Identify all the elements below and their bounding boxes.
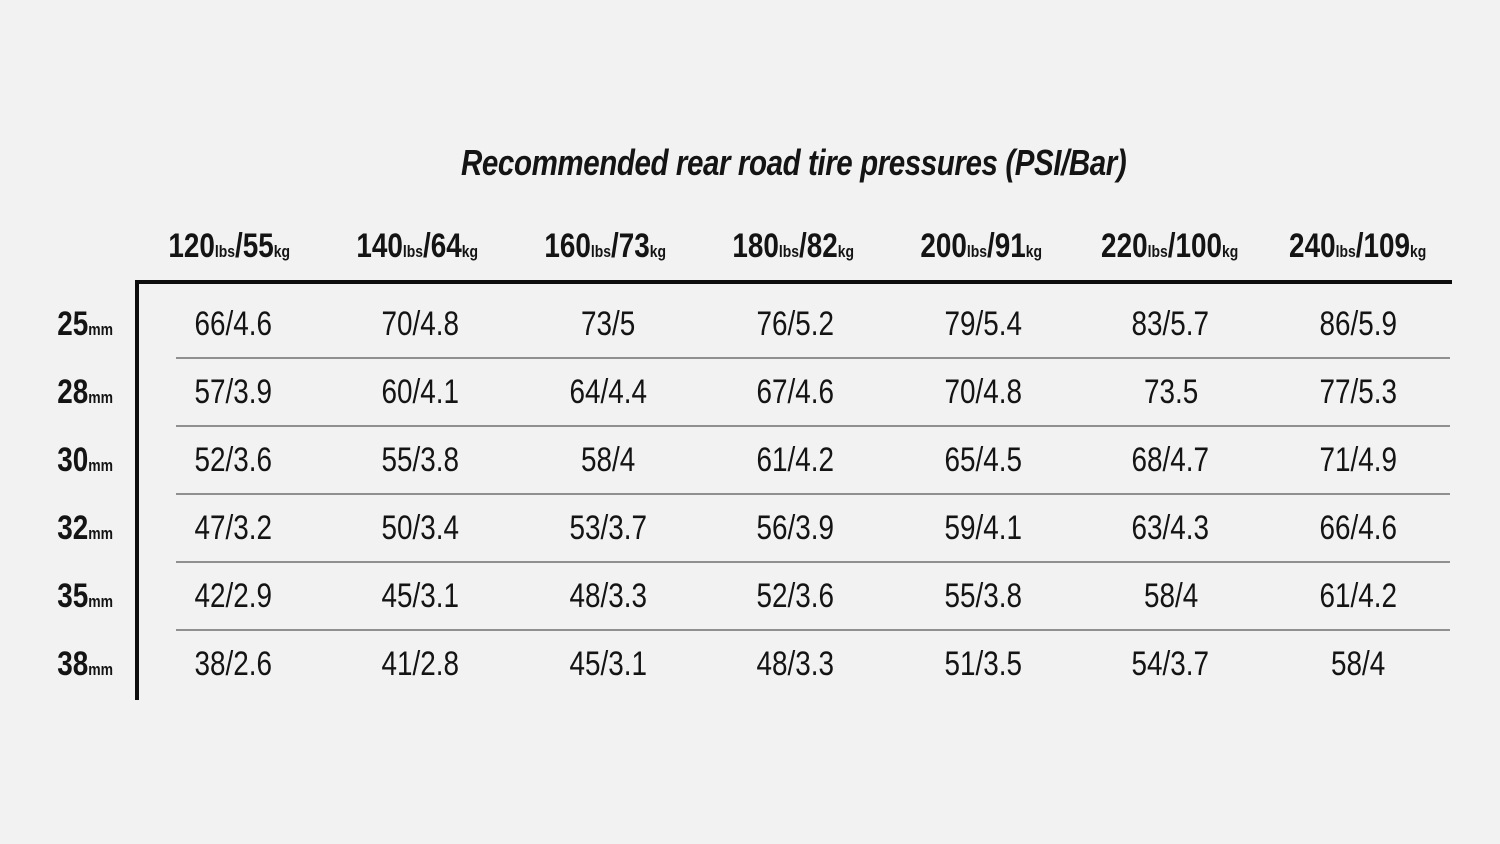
column-header-row: 120lbs/55kg 140lbs/64kg 160lbs/73kg 180lbs/… xyxy=(135,200,1452,272)
pressure-cell-r5-c2: 45/3.1 xyxy=(569,644,647,683)
pressure-cell-r3-c3: 56/3.9 xyxy=(756,508,835,547)
row-header-3: 32mm xyxy=(57,508,113,547)
column-header-0: 120lbs/55kg xyxy=(168,227,290,265)
column-header-3: 180lbs/82kg xyxy=(732,227,855,265)
unit-label: lbs xyxy=(402,242,424,261)
table-row-4: 42/2.9 45/3.1 48/3.3 52/3.6 55/3.8 58/4 61/4.2 xyxy=(139,562,1452,630)
unit-label: mm xyxy=(88,387,113,407)
pressure-cell-r5-c4: 51/3.5 xyxy=(944,644,1022,683)
pressure-cell-r1-c1: 60/4.1 xyxy=(381,372,460,411)
row-header-column: 25mm 28mm 30mm 32mm 35mm 38mm xyxy=(0,290,113,698)
unit-label: mm xyxy=(88,659,113,679)
pressure-cell-r5-c3: 48/3.3 xyxy=(756,644,835,683)
pressure-cell-r1-c5: 73.5 xyxy=(1143,372,1198,411)
unit-label: kg xyxy=(649,242,667,261)
pressure-cell-r5-c6: 58/4 xyxy=(1331,644,1386,683)
pressure-cell-r0-c4: 79/5.4 xyxy=(944,304,1022,343)
pressure-data-grid: 66/4.6 70/4.8 73/5 76/5.2 79/5.4 83/5.7 86/5.9… xyxy=(139,290,1452,698)
pressure-cell-r3-c4: 59/4.1 xyxy=(944,508,1022,547)
pressure-cell-r5-c1: 41/2.8 xyxy=(381,644,460,683)
row-header-1: 28mm xyxy=(57,372,113,411)
unit-label: kg xyxy=(1410,242,1427,261)
unit-label: mm xyxy=(88,455,113,475)
pressure-cell-r3-c5: 63/4.3 xyxy=(1131,508,1210,547)
row-header-4: 35mm xyxy=(57,576,113,615)
column-header-6: 240lbs/109kg xyxy=(1289,227,1427,265)
table-row-5: 38/2.6 41/2.8 45/3.1 48/3.3 51/3.5 54/3.7 58/4 xyxy=(139,630,1452,698)
pressure-cell-r3-c2: 53/3.7 xyxy=(569,508,647,547)
pressure-cell-r0-c6: 86/5.9 xyxy=(1319,304,1397,343)
pressure-cell-r2-c3: 61/4.2 xyxy=(756,440,835,479)
pressure-cell-r2-c6: 71/4.9 xyxy=(1319,440,1397,479)
pressure-cell-r3-c1: 50/3.4 xyxy=(381,508,460,547)
pressure-cell-r4-c3: 52/3.6 xyxy=(756,576,835,615)
pressure-cell-r0-c1: 70/4.8 xyxy=(381,304,460,343)
unit-label: mm xyxy=(88,591,113,611)
pressure-cell-r3-c0: 47/3.2 xyxy=(194,508,272,547)
pressure-cell-r1-c2: 64/4.4 xyxy=(569,372,647,411)
row-header-0: 25mm xyxy=(57,304,113,343)
row-separator-line xyxy=(176,629,1450,631)
unit-label: lbs xyxy=(967,242,988,261)
row-separator-line xyxy=(176,425,1450,427)
unit-label: mm xyxy=(88,319,113,339)
unit-label: lbs xyxy=(779,242,800,261)
pressure-cell-r1-c3: 67/4.6 xyxy=(756,372,835,411)
row-header-5: 38mm xyxy=(57,644,113,683)
column-header-4: 200lbs/91kg xyxy=(920,227,1043,265)
pressure-cell-r2-c5: 68/4.7 xyxy=(1131,440,1210,479)
table-row-3: 47/3.2 50/3.4 53/3.7 56/3.9 59/4.1 63/4.3 66/4… xyxy=(139,494,1452,562)
pressure-cell-r4-c0: 42/2.9 xyxy=(194,576,272,615)
pressure-cell-r0-c0: 66/4.6 xyxy=(194,304,272,343)
pressure-cell-r2-c2: 58/4 xyxy=(580,440,636,479)
pressure-cell-r5-c5: 54/3.7 xyxy=(1131,644,1210,683)
unit-label: lbs xyxy=(1147,242,1168,261)
pressure-cell-r2-c4: 65/4.5 xyxy=(944,440,1022,479)
unit-label: lbs xyxy=(1335,242,1356,261)
pressure-cell-r4-c2: 48/3.3 xyxy=(569,576,647,615)
pressure-cell-r0-c3: 76/5.2 xyxy=(756,304,835,343)
table-frame-top-line xyxy=(135,280,1452,284)
row-separator-line xyxy=(176,357,1450,359)
table-row-0: 66/4.6 70/4.8 73/5 76/5.2 79/5.4 83/5.7 86/5.9 xyxy=(139,290,1452,358)
pressure-cell-r0-c5: 83/5.7 xyxy=(1131,304,1210,343)
row-separator-line xyxy=(176,493,1450,495)
column-header-1: 140lbs/64kg xyxy=(356,227,479,265)
row-separator-line xyxy=(176,561,1450,563)
pressure-cell-r4-c5: 58/4 xyxy=(1143,576,1198,615)
table-title: Recommended rear road tire pressures (PS… xyxy=(135,142,1452,184)
pressure-cell-r1-c4: 70/4.8 xyxy=(944,372,1022,411)
table-frame-left-line xyxy=(135,280,139,700)
pressure-cell-r0-c2: 73/5 xyxy=(580,304,636,343)
pressure-cell-r4-c1: 45/3.1 xyxy=(381,576,460,615)
table-title-text: Recommended rear road tire pressures (PS… xyxy=(460,142,1127,183)
pressure-cell-r2-c1: 55/3.8 xyxy=(381,440,460,479)
pressure-cell-r1-c0: 57/3.9 xyxy=(194,372,272,411)
pressure-cell-r4-c4: 55/3.8 xyxy=(944,576,1022,615)
column-header-2: 160lbs/73kg xyxy=(544,227,667,265)
unit-label: kg xyxy=(1222,242,1239,261)
pressure-cell-r4-c6: 61/4.2 xyxy=(1319,576,1397,615)
column-header-5: 220lbs/100kg xyxy=(1101,227,1239,265)
table-row-2: 52/3.6 55/3.8 58/4 61/4.2 65/4.5 68/4.7 71/4.9 xyxy=(139,426,1452,494)
pressure-cell-r3-c6: 66/4.6 xyxy=(1319,508,1397,547)
unit-label: kg xyxy=(273,242,290,261)
pressure-cell-r2-c0: 52/3.6 xyxy=(194,440,272,479)
pressure-cell-r1-c6: 77/5.3 xyxy=(1319,372,1397,411)
unit-label: kg xyxy=(838,242,855,261)
unit-label: lbs xyxy=(214,242,235,261)
pressure-cell-r5-c0: 38/2.6 xyxy=(194,644,272,683)
row-header-2: 30mm xyxy=(57,440,113,479)
unit-label: kg xyxy=(1026,242,1043,261)
unit-label: kg xyxy=(461,242,479,261)
table-row-1: 57/3.9 60/4.1 64/4.4 67/4.6 70/4.8 73.5 77/5.3 xyxy=(139,358,1452,426)
unit-label: mm xyxy=(88,523,113,543)
unit-label: lbs xyxy=(591,242,612,261)
